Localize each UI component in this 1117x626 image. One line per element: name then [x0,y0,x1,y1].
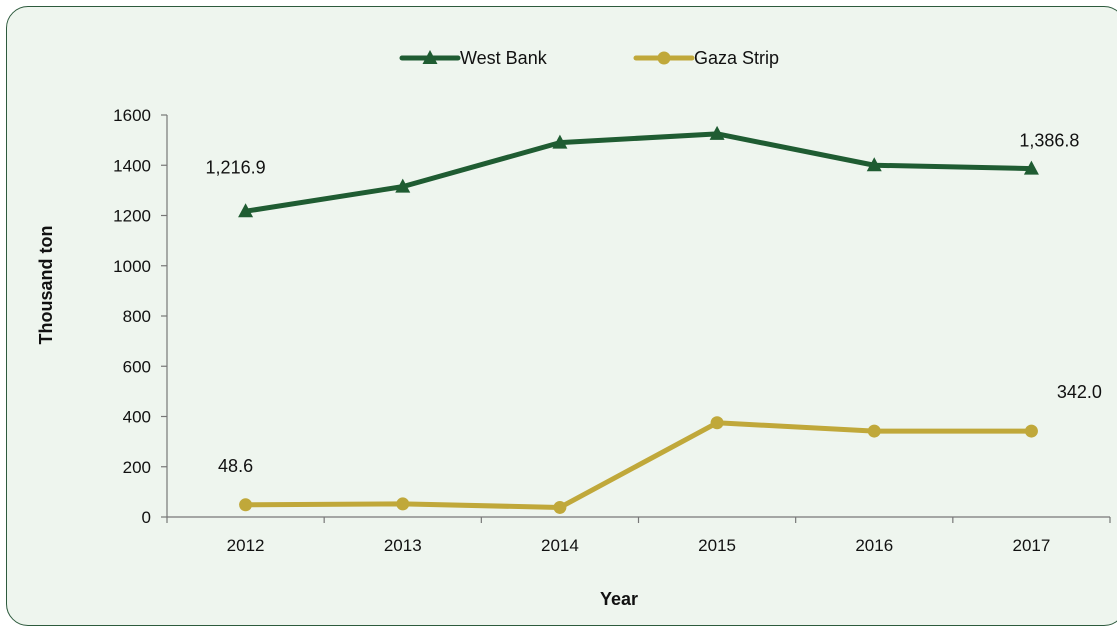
x-tick-label: 2017 [1013,536,1051,555]
data-label: 342.0 [1057,382,1102,402]
y-tick-label: 1400 [113,156,151,175]
y-tick-label: 200 [123,458,151,477]
y-tick-label: 1000 [113,257,151,276]
data-point-triangle [238,203,254,218]
series-line [243,131,1034,214]
legend-label: West Bank [460,48,548,68]
y-axis-title: Thousand ton [36,226,56,345]
data-point-triangle [1023,160,1039,175]
legend-marker-circle [657,51,671,65]
data-label: 1,216.9 [206,157,266,177]
series-line [243,420,1034,510]
y-tick-label: 0 [142,508,151,527]
legend: West Bank Gaza Strip [399,48,779,68]
x-axis-title: Year [600,589,638,609]
legend-marker-triangle [422,50,438,64]
data-point-triangle [866,157,882,172]
data-point-circle [239,498,253,512]
y-tick-label: 800 [123,307,151,326]
x-tick-label: 2013 [384,536,422,555]
y-tick-label: 1200 [113,207,151,226]
y-tick-label: 400 [123,408,151,427]
data-point-triangle [709,125,725,140]
data-point-circle [867,424,881,438]
data-point-circle [1024,424,1038,438]
data-label: 1,386.8 [1019,131,1079,151]
data-label: 48.6 [218,456,253,476]
x-tick-label: 2016 [855,536,893,555]
y-tick-label: 600 [123,357,151,376]
data-point-triangle [395,178,411,193]
series-group [238,125,1039,514]
y-tick-label: 1600 [113,106,151,125]
data-point-circle [553,500,567,514]
x-tick-label: 2015 [698,536,736,555]
axes: 0 200 400 600 800 1000 1200 1400 1600 2012 2013 201… [113,106,1111,555]
x-tick-label: 2014 [541,536,579,555]
legend-label: Gaza Strip [694,48,779,68]
data-labels: 1,216.9 1,386.8 48.6 342.0 [206,131,1102,476]
chart-frame [6,6,1117,626]
data-point-circle [710,416,724,430]
x-tick-label: 2012 [227,536,265,555]
data-point-circle [396,497,410,511]
data-point-triangle [552,134,568,149]
